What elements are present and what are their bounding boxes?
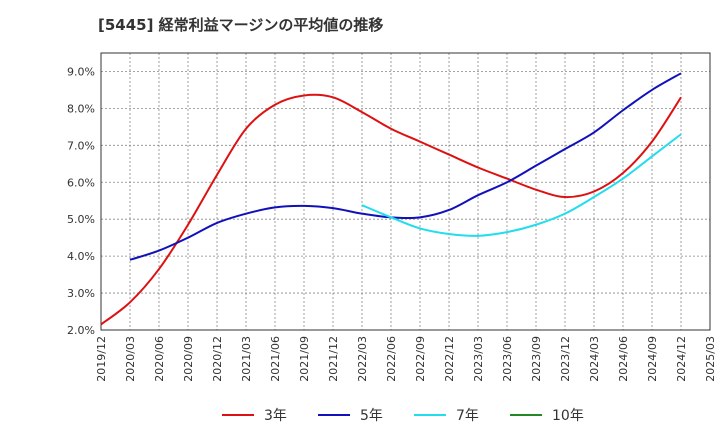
x-tick-label: 2025/03	[704, 336, 717, 382]
y-tick-label: 5.0%	[67, 213, 95, 226]
x-tick-label: 2023/09	[530, 336, 543, 382]
x-tick-label: 2023/12	[559, 336, 572, 382]
x-tick-label: 2020/06	[153, 336, 166, 382]
series-line-3年	[100, 93, 682, 326]
plot-border	[100, 52, 711, 331]
x-tick-label: 2022/09	[414, 336, 427, 382]
y-tick-label: 6.0%	[67, 176, 95, 189]
x-tick-label: 2024/06	[617, 336, 630, 382]
legend-label: 10年	[552, 408, 584, 424]
x-tick-label: 2022/06	[385, 336, 398, 382]
x-tick-label: 2021/09	[298, 336, 311, 382]
x-tick-label: 2019/12	[95, 336, 108, 382]
y-tick-label: 2.0%	[67, 324, 95, 337]
x-tick-label: 2020/12	[211, 336, 224, 382]
chart-title: [5445] 経常利益マージンの平均値の推移	[98, 16, 384, 34]
x-axis: 2019/12 2020/03 2020/06 2020/09 2020/12 2021/…	[95, 336, 717, 382]
legend: 3年 5年 7年 10年	[222, 408, 584, 424]
legend-label: 5年	[360, 408, 383, 424]
x-tick-label: 2021/06	[269, 336, 282, 382]
x-tick-label: 2024/12	[675, 336, 688, 382]
y-axis: 2.0% 3.0% 4.0% 5.0% 6.0% 7.0% 8.0% 9.0%	[67, 65, 95, 337]
x-tick-label: 2021/12	[327, 336, 340, 382]
legend-label: 7年	[456, 408, 479, 424]
y-tick-label: 3.0%	[67, 287, 95, 300]
legend-label: 3年	[264, 408, 287, 424]
series-line-5年	[129, 72, 682, 261]
x-tick-label: 2021/03	[240, 336, 253, 382]
x-tick-label: 2024/03	[588, 336, 601, 382]
y-tick-label: 7.0%	[67, 139, 95, 152]
x-tick-label: 2020/09	[182, 336, 195, 382]
x-tick-label: 2022/12	[443, 336, 456, 382]
x-tick-label: 2022/03	[356, 336, 369, 382]
x-tick-label: 2020/03	[124, 336, 137, 382]
y-tick-label: 4.0%	[67, 250, 95, 263]
y-tick-label: 9.0%	[67, 65, 95, 78]
series-line-7年	[361, 133, 682, 237]
y-tick-label: 8.0%	[67, 102, 95, 115]
x-tick-label: 2023/06	[501, 336, 514, 382]
series-lines	[100, 72, 682, 326]
plot-area	[101, 53, 710, 330]
x-tick-label: 2024/09	[646, 336, 659, 382]
x-tick-label: 2023/03	[472, 336, 485, 382]
